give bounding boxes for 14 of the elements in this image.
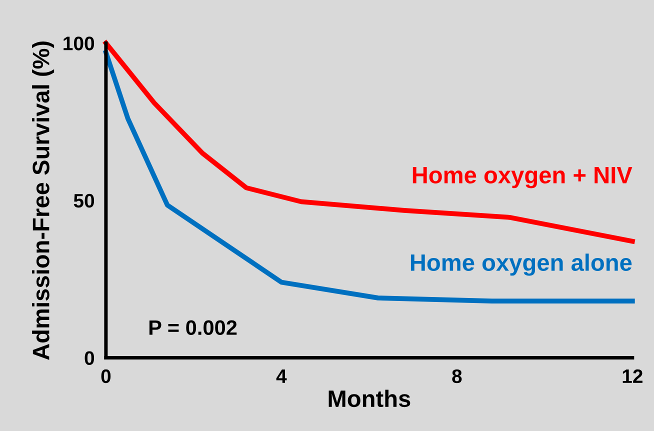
x-tick-label: 8 xyxy=(452,369,462,384)
y-tick-label: 0 xyxy=(84,351,94,365)
x-tick-label: 0 xyxy=(101,369,111,384)
y-tick-label: 100 xyxy=(64,36,94,50)
line-series xyxy=(104,40,635,244)
line-series xyxy=(104,50,635,304)
annotation: P = 0.002 xyxy=(149,320,237,336)
y-tick-label: 50 xyxy=(74,194,94,208)
series-label: Home oxygen alone xyxy=(410,254,632,276)
y-axis-title: Admission-Free Survival (%) xyxy=(32,42,54,360)
x-tick-label: 12 xyxy=(622,369,642,383)
x-tick-label: 4 xyxy=(276,370,287,383)
x-axis-title: Months xyxy=(328,390,410,408)
series-label: Home oxygen + NIV xyxy=(412,167,632,188)
